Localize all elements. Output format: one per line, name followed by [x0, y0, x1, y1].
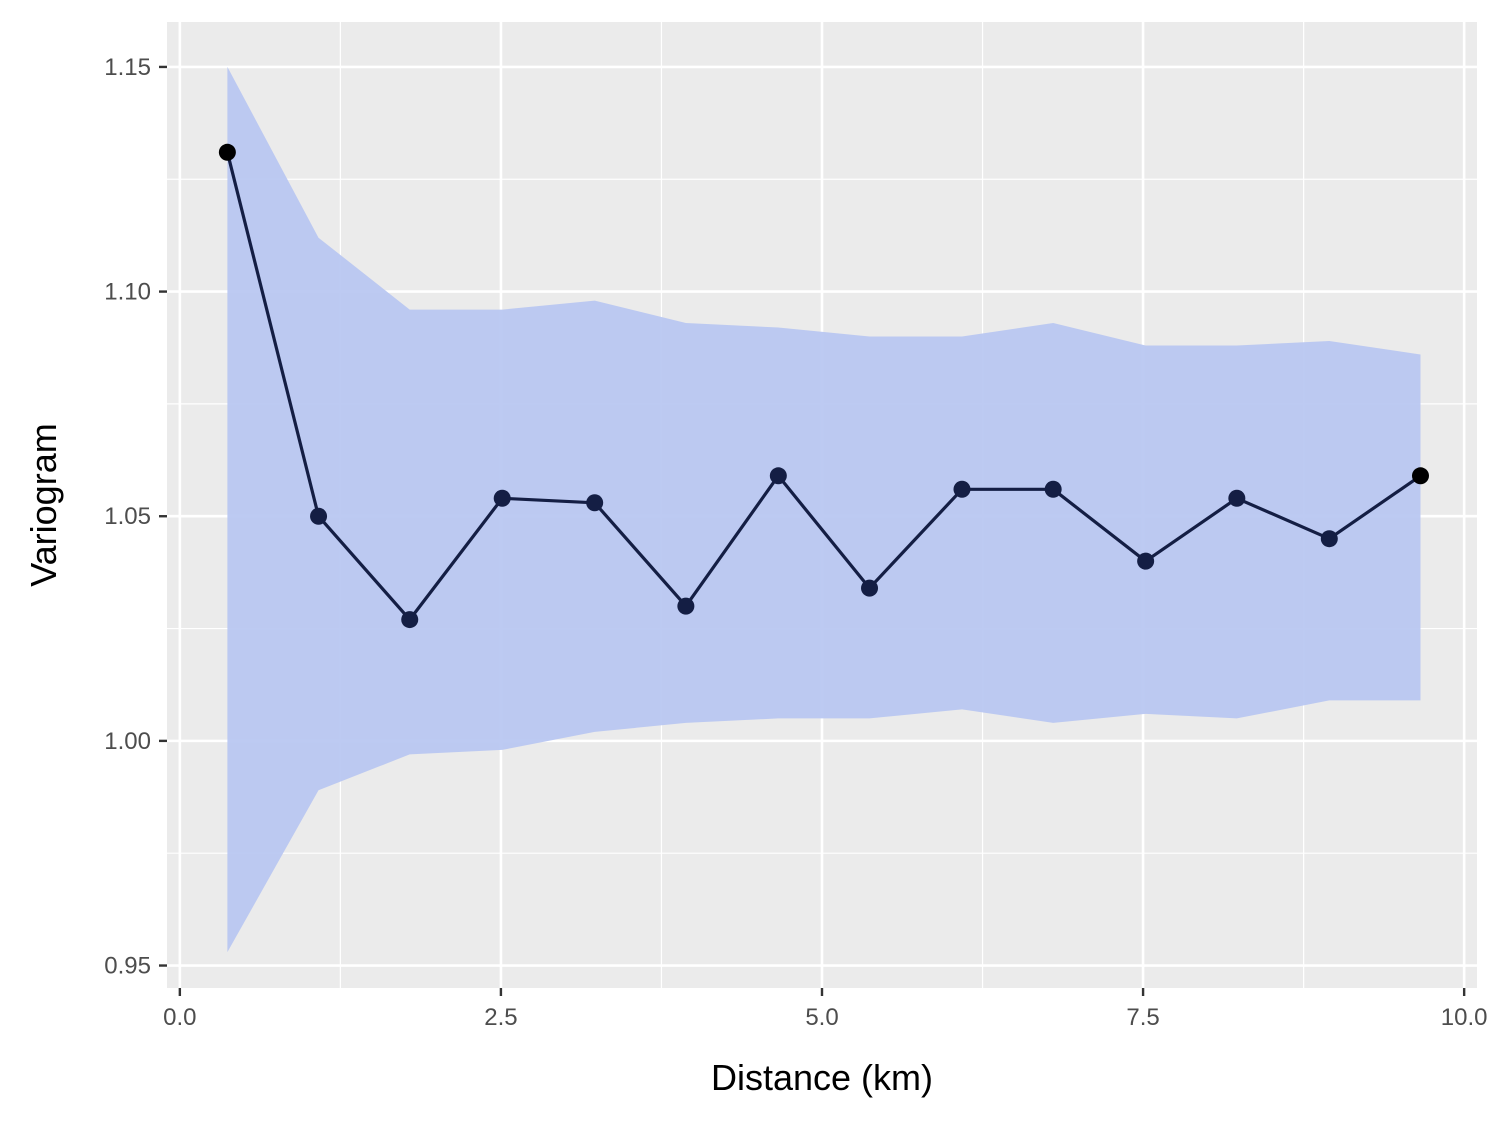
- data-point: [218, 143, 236, 161]
- data-point: [861, 579, 879, 597]
- data-point: [310, 507, 328, 525]
- x-axis-title: Distance (km): [711, 1057, 933, 1098]
- y-tick-label: 0.95: [104, 953, 151, 980]
- data-point: [401, 611, 419, 629]
- y-tick-label: 1.10: [104, 279, 151, 306]
- y-tick-label: 1.05: [104, 503, 151, 530]
- data-point: [586, 494, 604, 512]
- variogram-line: [225, 151, 1422, 622]
- data-point: [493, 489, 511, 507]
- data-point: [1044, 480, 1062, 498]
- y-tick-label: 1.00: [104, 728, 151, 755]
- y-axis: 0.95 1.00 1.05 1.10 1.15: [104, 54, 167, 980]
- data-point: [1411, 467, 1429, 485]
- data-points: [218, 143, 1429, 629]
- y-tick-label: 1.15: [104, 54, 151, 81]
- x-tick-label: 5.0: [805, 1004, 838, 1031]
- data-point: [1228, 489, 1246, 507]
- data-point: [1320, 530, 1338, 548]
- data-point: [1137, 552, 1155, 570]
- data-point: [677, 597, 695, 615]
- data-point: [769, 467, 787, 485]
- x-tick-label: 0.0: [163, 1004, 196, 1031]
- x-tick-label: 2.5: [484, 1004, 517, 1031]
- x-tick-label: 7.5: [1126, 1004, 1159, 1031]
- data-point: [953, 480, 971, 498]
- x-axis: 0.0 2.5 5.0 7.5 10.0: [163, 988, 1488, 1031]
- confidence-band: [227, 66, 1421, 953]
- y-axis-title: Variogram: [23, 423, 64, 586]
- x-tick-label: 10.0: [1441, 1004, 1488, 1031]
